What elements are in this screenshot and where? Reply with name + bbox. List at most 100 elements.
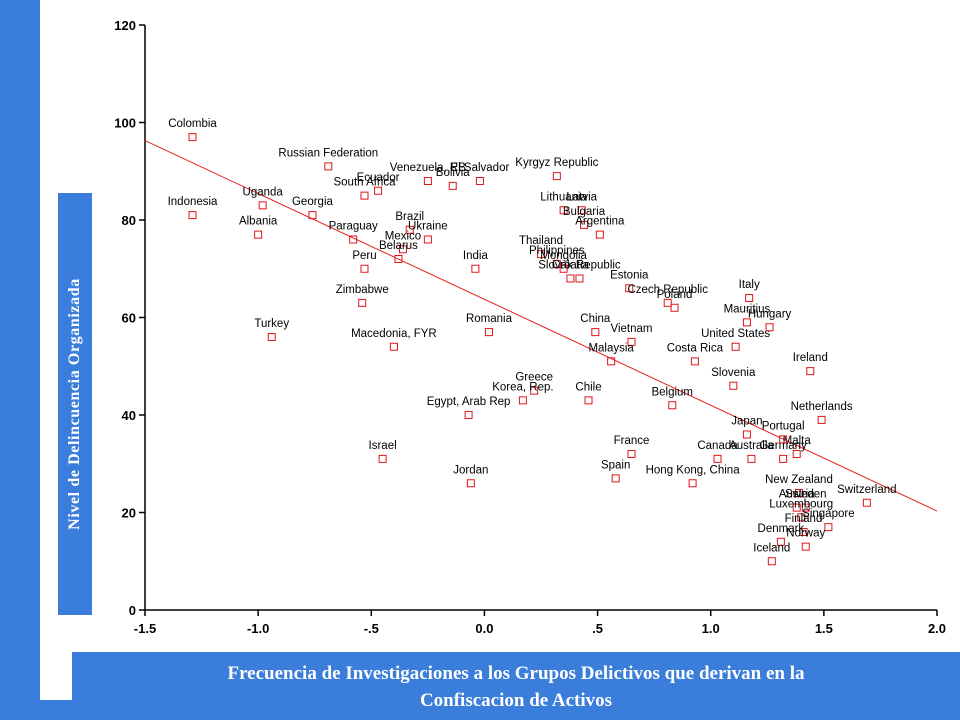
point-label: Egypt, Arab Rep bbox=[427, 396, 511, 408]
data-point bbox=[378, 454, 387, 463]
data-point bbox=[188, 133, 197, 142]
data-point bbox=[625, 284, 634, 293]
data-point bbox=[607, 357, 616, 366]
point-label: Kyrgyz Republic bbox=[515, 157, 598, 169]
point-label: Ukraine bbox=[408, 221, 448, 233]
data-point bbox=[518, 396, 527, 405]
data-point bbox=[801, 542, 810, 551]
data-point bbox=[765, 323, 774, 332]
y-tick-label: 80 bbox=[122, 213, 136, 228]
data-point bbox=[713, 454, 722, 463]
point-label: Vietnam bbox=[611, 323, 653, 335]
point-label: Iceland bbox=[753, 542, 790, 554]
y-axis-label-box: Nivel de Delincuencia Organizada bbox=[58, 193, 92, 615]
point-label: Sweden bbox=[785, 489, 827, 501]
point-label: Albania bbox=[239, 216, 278, 228]
data-point bbox=[360, 191, 369, 200]
point-label: Colombia bbox=[168, 118, 217, 130]
data-point bbox=[360, 264, 369, 273]
point-label: Hong Kong, China bbox=[646, 464, 741, 476]
point-label: Venezuela, RB bbox=[390, 162, 466, 174]
y-tick-label: 120 bbox=[114, 18, 136, 33]
point-label: Spain bbox=[601, 459, 630, 471]
point-label: Belgium bbox=[651, 386, 693, 398]
data-point bbox=[688, 479, 697, 488]
data-point bbox=[475, 177, 484, 185]
point-label: Jordan bbox=[453, 464, 488, 476]
data-point bbox=[448, 181, 457, 190]
point-label: Indonesia bbox=[168, 196, 218, 208]
data-point bbox=[627, 337, 636, 346]
data-point bbox=[389, 342, 398, 351]
point-label: Ireland bbox=[793, 352, 828, 364]
data-point bbox=[530, 386, 539, 395]
x-tick-label: -1.5 bbox=[134, 621, 156, 636]
point-label: Macedonia, FYR bbox=[351, 328, 437, 340]
point-label: Canada bbox=[697, 440, 738, 452]
chart-axes: 0 20 40 60 80 100 120 -1.5 -1.0 -.5 0.0 .5 1.0 1.5 2.0 bbox=[114, 18, 946, 636]
point-label: China bbox=[580, 313, 611, 325]
point-label: Costa Rica bbox=[667, 342, 724, 354]
point-label: Czech Republic bbox=[627, 284, 708, 296]
data-point bbox=[559, 206, 568, 215]
point-label: El Salvador bbox=[450, 162, 509, 174]
x-axis-caption-box: Frecuencia de Investigaciones a los Grup… bbox=[72, 652, 960, 720]
point-label: Hungary bbox=[748, 308, 792, 320]
data-point bbox=[471, 264, 480, 273]
data-point bbox=[258, 201, 267, 210]
data-point bbox=[767, 557, 776, 566]
point-label: Israel bbox=[369, 440, 397, 452]
point-label: Australia bbox=[729, 440, 774, 452]
data-point bbox=[577, 206, 586, 215]
data-point bbox=[611, 474, 620, 483]
point-label: Bulgaria bbox=[563, 206, 606, 218]
point-label: Japan bbox=[731, 416, 762, 428]
data-point bbox=[308, 211, 317, 220]
data-point bbox=[690, 357, 699, 366]
point-label: Argentina bbox=[575, 216, 625, 228]
point-label: Singapore bbox=[802, 508, 854, 520]
data-point bbox=[358, 298, 367, 307]
data-point bbox=[794, 489, 803, 497]
point-label: France bbox=[614, 435, 650, 447]
data-point bbox=[776, 537, 785, 546]
point-label: Slovenia bbox=[711, 367, 756, 379]
point-label: New Zealand bbox=[765, 474, 833, 486]
point-label: Croatia bbox=[552, 260, 590, 272]
data-point bbox=[595, 230, 604, 239]
y-tick-label: 40 bbox=[122, 408, 136, 423]
data-point bbox=[779, 435, 788, 444]
data-point bbox=[742, 318, 751, 327]
data-point bbox=[423, 177, 432, 185]
data-point bbox=[559, 264, 568, 273]
data-point bbox=[374, 186, 383, 195]
point-label: Bolivia bbox=[436, 167, 470, 179]
caption-line-2: Confiscacion de Activos bbox=[419, 690, 613, 711]
point-label: Brazil bbox=[395, 211, 424, 223]
point-label: Portugal bbox=[762, 420, 805, 432]
data-point bbox=[423, 235, 432, 244]
point-label: Finland bbox=[785, 513, 823, 525]
data-point bbox=[729, 381, 738, 390]
point-label: Austria bbox=[779, 489, 815, 501]
point-label: United States bbox=[701, 328, 770, 340]
left-accent-notch bbox=[0, 700, 72, 720]
point-label: Denmark bbox=[758, 523, 805, 535]
data-point bbox=[731, 342, 740, 351]
x-tick-label: 1.5 bbox=[815, 621, 833, 636]
data-point bbox=[267, 333, 276, 341]
y-tick-label: 0 bbox=[129, 603, 136, 618]
point-label: Russian Federation bbox=[278, 147, 378, 159]
data-point bbox=[566, 274, 575, 283]
point-label: Georgia bbox=[292, 196, 334, 208]
x-tick-label: -1.0 bbox=[247, 621, 269, 636]
point-label: Lithuania bbox=[540, 191, 587, 203]
point-label: Slovak Republic bbox=[538, 260, 621, 272]
data-point bbox=[817, 415, 826, 424]
data-point bbox=[537, 250, 545, 259]
point-label: Norway bbox=[786, 528, 825, 540]
data-point bbox=[806, 367, 815, 376]
data-points: Colombia Indonesia Uganda Albania Russian Fe… bbox=[168, 118, 897, 566]
point-label: Luxembourg bbox=[769, 498, 833, 510]
point-label: Thailand bbox=[519, 235, 563, 247]
